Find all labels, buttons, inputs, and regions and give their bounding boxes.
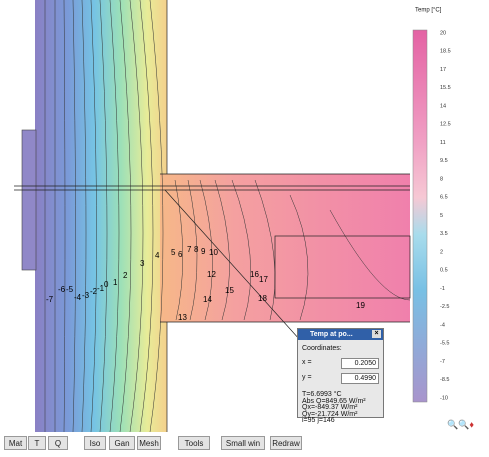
legend-tick-label: -8.5 (440, 377, 449, 383)
contour-label: 3 (140, 259, 145, 268)
legend-tick-label: 17 (440, 67, 446, 73)
contour-label: 6 (178, 250, 183, 259)
legend-tick-label: 6.5 (440, 195, 448, 201)
legend-tick-label: 5 (440, 213, 443, 219)
contour-label: -6 (58, 285, 66, 294)
legend-tick-label: 2 (440, 249, 443, 255)
legend-tick-label: -5.5 (440, 341, 449, 347)
legend-title: Temp [°C] (415, 8, 442, 14)
contour-label: 9 (201, 247, 206, 256)
popup-window[interactable]: Temp at po... × Coordinates: x = 0.2050 y… (297, 328, 384, 418)
legend-tick-label: -7 (440, 359, 445, 365)
plaster (22, 130, 36, 270)
contour-label: 14 (203, 295, 212, 304)
x-input[interactable]: 0.2050 (341, 358, 379, 369)
legend-tick-label: 9.5 (440, 158, 448, 164)
legend-tick-label: -4 (440, 322, 445, 328)
toolbar-button[interactable]: Gan (109, 436, 135, 450)
toolbar-button[interactable]: Tools (178, 436, 210, 450)
contour-label: 18 (258, 294, 267, 303)
legend-tick-label: 0.5 (440, 268, 448, 274)
toolbar-button[interactable]: Q (48, 436, 68, 450)
contour-label: -4 (74, 293, 82, 302)
legend-tick-label: -2.5 (440, 304, 449, 310)
contour-label: 8 (194, 245, 199, 254)
contour-label: 2 (123, 271, 128, 280)
close-button[interactable]: × (372, 330, 381, 338)
legend-tick-label: 3.5 (440, 231, 448, 237)
contour-label: 7 (187, 245, 192, 254)
result-line: i=95 j=146 (302, 417, 335, 424)
y-label: y = (302, 374, 312, 381)
legend-tick-label: 20 (440, 30, 446, 36)
contour-label: 4 (155, 251, 160, 260)
toolbar-button[interactable]: Redraw (270, 436, 302, 450)
contour-label: -7 (46, 295, 54, 304)
legend-tick-label: 12.5 (440, 122, 451, 128)
contour-label: 10 (209, 248, 218, 257)
contour-label: 15 (225, 286, 234, 295)
contour-label: 1 (113, 278, 118, 287)
y-input[interactable]: 0.4990 (341, 373, 379, 384)
legend-tick-label: 11 (440, 140, 446, 146)
toolbar-button[interactable]: Mesh (137, 436, 161, 450)
legend-tick-label: 14 (440, 103, 446, 109)
contour-label: 5 (171, 248, 176, 257)
contour-label: 19 (356, 301, 365, 310)
toolbar-button[interactable]: T (28, 436, 46, 450)
coordinates-label: Coordinates: (302, 345, 342, 352)
contour-label: 17 (259, 275, 268, 284)
toolbar-button[interactable]: Iso (84, 436, 106, 450)
legend-tick-label: -10 (440, 395, 448, 401)
toolbar-button[interactable]: Small win (221, 436, 265, 450)
color-bar (413, 30, 427, 402)
x-label: x = (302, 359, 312, 366)
zoom-icons[interactable]: 🔍🔍♦ (447, 418, 474, 429)
popup-title: Temp at po... (310, 331, 353, 338)
contour-label: 0 (104, 280, 109, 289)
legend-tick-label: 18.5 (440, 49, 451, 55)
legend-tick-label: -1 (440, 286, 445, 292)
contour-label: -5 (66, 285, 74, 294)
contour-label: -3 (82, 291, 90, 300)
contour-label: 12 (207, 270, 216, 279)
temperature-field: Temp [°C] 🔍🔍♦ 2018.51715.51412.5119.586.… (0, 0, 489, 457)
legend-tick-label: 15.5 (440, 85, 451, 91)
toolbar-button[interactable]: Mat (4, 436, 27, 450)
contour-label: 13 (178, 313, 187, 322)
legend-tick-label: 8 (440, 176, 443, 182)
screen: Temp [°C] 🔍🔍♦ 2018.51715.51412.5119.586.… (0, 0, 489, 457)
